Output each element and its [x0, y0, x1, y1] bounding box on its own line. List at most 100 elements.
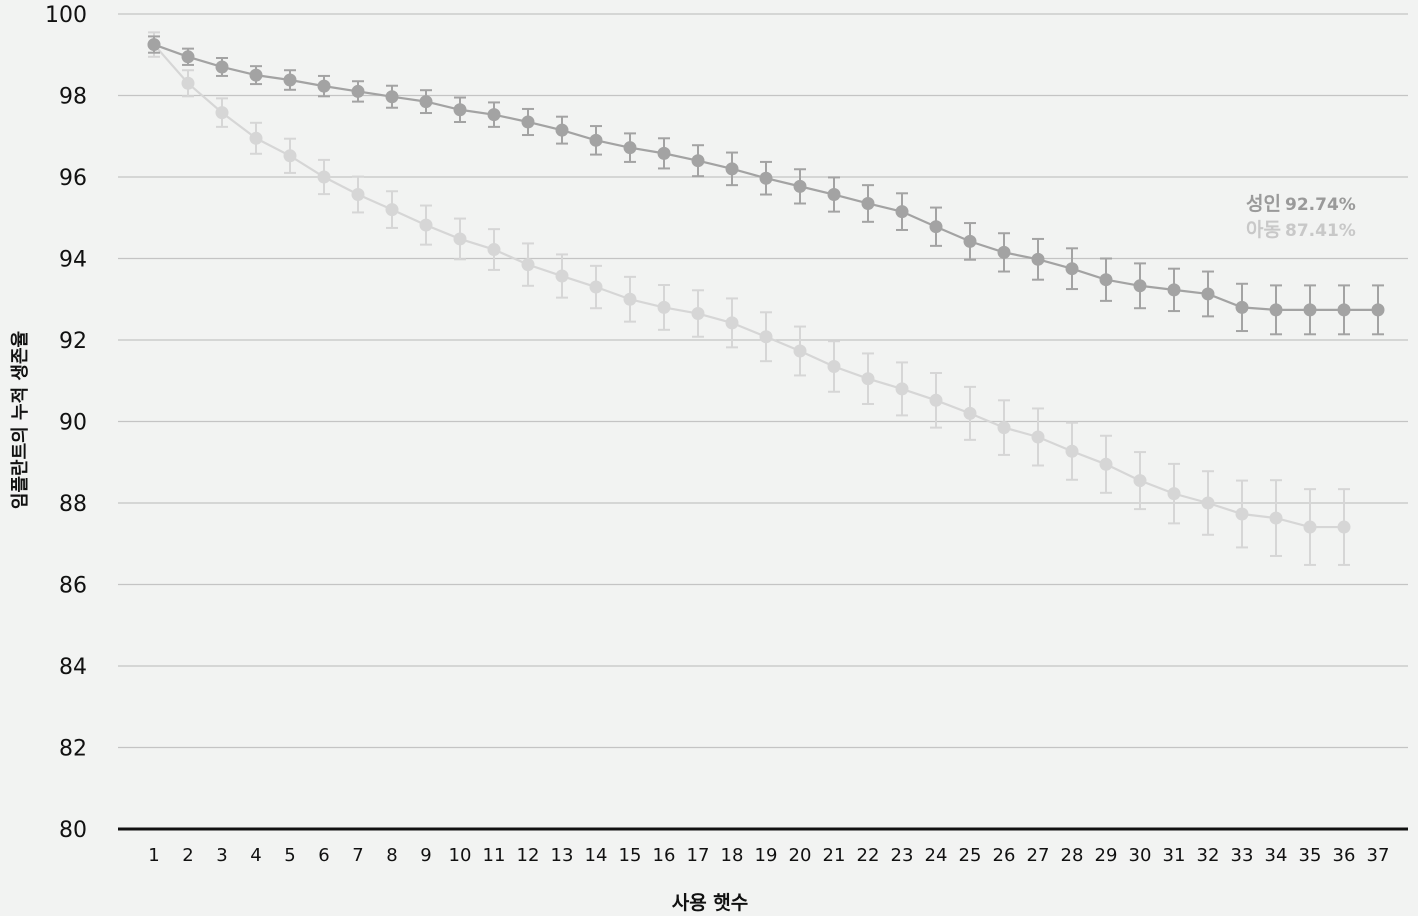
- x-tick-label: 16: [653, 845, 676, 866]
- annotation-adult-value: 92.74%: [1285, 195, 1356, 215]
- x-tick-label: 29: [1095, 845, 1118, 866]
- data-point-child: [861, 372, 875, 386]
- x-tick-label: 17: [687, 845, 710, 866]
- x-tick-label: 27: [1027, 845, 1050, 866]
- x-tick-label: 7: [352, 845, 363, 866]
- x-tick-label: 33: [1231, 845, 1254, 866]
- data-point-child: [419, 218, 433, 232]
- data-point-child: [895, 382, 909, 396]
- x-tick-labels: 1 2 3 4 5 6 7 8 9 10 11 12 13 14 15 16 17 18 19 20 21 22 23 24 2…: [148, 845, 1389, 866]
- data-point-child: [181, 76, 195, 90]
- data-point-adult: [555, 123, 569, 137]
- y-tick-label: 80: [59, 818, 87, 843]
- data-point-adult: [1065, 262, 1079, 276]
- data-point-adult: [895, 205, 909, 219]
- data-point-adult: [793, 179, 807, 193]
- data-point-child: [793, 344, 807, 358]
- data-point-adult: [997, 245, 1011, 259]
- x-tick-label: 4: [250, 845, 261, 866]
- gridlines: [118, 13, 1408, 749]
- data-point-child: [1201, 496, 1215, 510]
- data-point-child: [759, 330, 773, 344]
- data-point-adult: [283, 73, 297, 87]
- data-point-child: [453, 232, 467, 246]
- annotation-child-label: 아동: [1246, 219, 1281, 241]
- data-point-adult: [521, 115, 535, 129]
- data-point-adult: [1337, 303, 1351, 317]
- data-point-adult: [147, 38, 161, 52]
- y-tick-labels: 80 82 84 86 88 90 92 94 96 98 100: [45, 3, 87, 843]
- data-point-adult: [1167, 283, 1181, 297]
- data-point-adult: [1371, 303, 1385, 317]
- x-tick-label: 28: [1061, 845, 1084, 866]
- data-point-child: [691, 307, 705, 321]
- data-point-child: [657, 300, 671, 314]
- x-tick-label: 35: [1299, 845, 1322, 866]
- x-tick-label: 26: [993, 845, 1016, 866]
- annotation-adult: 성인 92.74%: [1246, 193, 1356, 215]
- data-point-adult: [963, 234, 977, 248]
- data-point-adult: [1235, 300, 1249, 314]
- data-point-child: [589, 280, 603, 294]
- x-tick-label: 20: [789, 845, 812, 866]
- x-axis-title: 사용 햇수: [672, 892, 749, 914]
- data-point-adult: [1303, 303, 1317, 317]
- data-point-adult: [1031, 252, 1045, 266]
- x-tick-label: 9: [420, 845, 431, 866]
- data-point-adult: [385, 90, 399, 104]
- x-tick-label: 15: [619, 845, 642, 866]
- data-point-child: [487, 243, 501, 257]
- series-adult: [147, 35, 1385, 336]
- data-point-adult: [351, 84, 365, 98]
- data-point-adult: [181, 50, 195, 64]
- data-point-child: [963, 406, 977, 420]
- data-point-child: [1065, 444, 1079, 458]
- y-tick-label: 86: [59, 574, 87, 599]
- data-point-child: [725, 316, 739, 330]
- y-tick-label: 100: [45, 3, 87, 28]
- x-tick-label: 21: [823, 845, 846, 866]
- data-point-child: [249, 131, 263, 145]
- x-tick-label: 30: [1129, 845, 1152, 866]
- data-point-child: [385, 203, 399, 217]
- data-point-adult: [419, 95, 433, 109]
- x-tick-label: 24: [925, 845, 948, 866]
- data-point-child: [1133, 474, 1147, 488]
- data-point-child: [1167, 487, 1181, 501]
- data-point-adult: [1099, 273, 1113, 287]
- x-tick-label: 1: [148, 845, 159, 866]
- data-point-adult: [861, 196, 875, 210]
- series-line-child: [153, 43, 1344, 529]
- annotation-child-value: 87.41%: [1285, 221, 1356, 241]
- data-point-adult: [589, 133, 603, 147]
- data-point-child: [929, 393, 943, 407]
- y-tick-label: 98: [59, 85, 87, 110]
- data-point-child: [1337, 520, 1351, 534]
- y-axis-title: 임플란트의 누적 생존율: [10, 331, 31, 509]
- data-point-adult: [657, 146, 671, 160]
- data-point-adult: [827, 188, 841, 202]
- y-tick-label: 96: [59, 166, 87, 191]
- x-tick-label: 2: [182, 845, 193, 866]
- x-tick-label: 32: [1197, 845, 1220, 866]
- annotation-adult-label: 성인: [1246, 193, 1281, 215]
- data-point-adult: [1269, 303, 1283, 317]
- data-point-child: [1031, 430, 1045, 444]
- y-tick-label: 94: [59, 248, 87, 273]
- x-tick-label: 5: [284, 845, 295, 866]
- y-tick-label: 90: [59, 411, 87, 436]
- data-point-child: [827, 359, 841, 373]
- data-point-adult: [1133, 279, 1147, 293]
- data-point-adult: [725, 162, 739, 176]
- data-point-adult: [249, 68, 263, 82]
- data-point-child: [317, 170, 331, 184]
- data-point-child: [1235, 507, 1249, 521]
- x-tick-label: 3: [216, 845, 227, 866]
- x-tick-label: 31: [1163, 845, 1186, 866]
- data-point-child: [1099, 457, 1113, 471]
- y-tick-label: 92: [59, 329, 87, 354]
- x-tick-label: 36: [1333, 845, 1356, 866]
- data-point-child: [215, 106, 229, 120]
- data-point-adult: [317, 79, 331, 93]
